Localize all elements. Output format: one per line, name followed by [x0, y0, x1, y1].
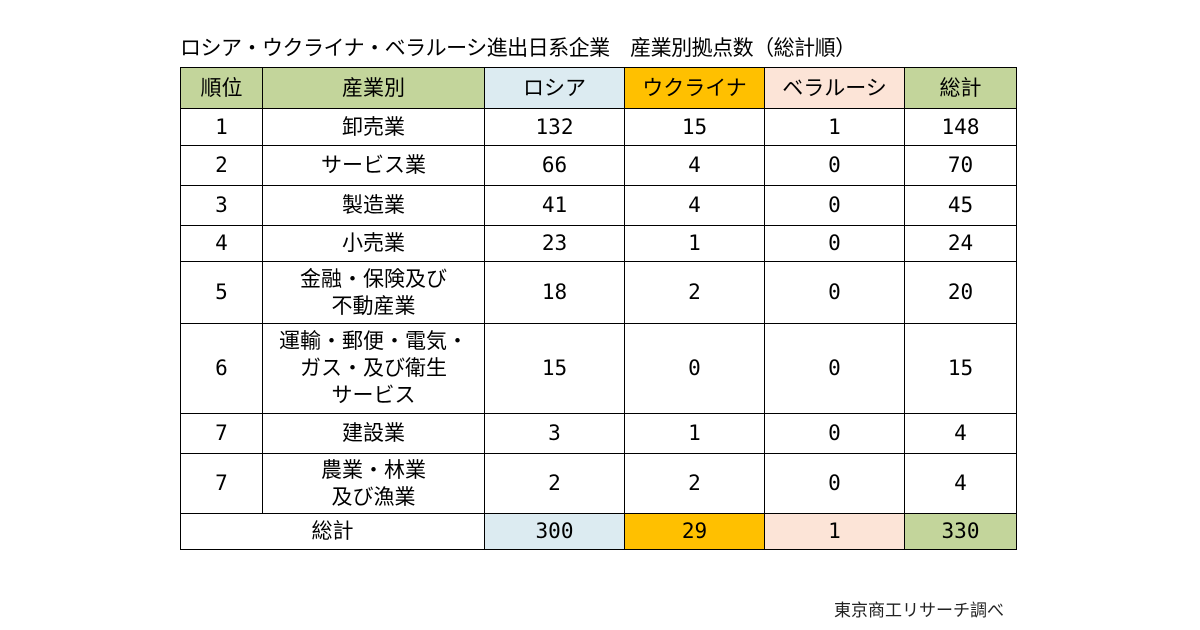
header-russia: ロシア [484, 67, 625, 109]
rank-cell: 3 [180, 185, 263, 226]
belarus-cell: 0 [764, 413, 905, 454]
footer-row: 総計 300 29 1 330 [180, 513, 1017, 550]
ukraine-cell: 1 [624, 225, 765, 262]
russia-cell: 15 [484, 323, 625, 414]
header-rank: 順位 [180, 67, 263, 109]
ukraine-cell: 15 [624, 108, 765, 146]
russia-cell: 23 [484, 225, 625, 262]
footer-belarus: 1 [764, 513, 905, 550]
belarus-cell: 0 [764, 453, 905, 514]
header-industry: 産業別 [262, 67, 485, 109]
total-cell: 148 [904, 108, 1017, 146]
source-note: 東京商工リサーチ調べ [834, 601, 1004, 621]
russia-cell: 18 [484, 261, 625, 324]
russia-cell: 3 [484, 413, 625, 454]
ukraine-cell: 2 [624, 453, 765, 514]
industry-cell: 製造業 [262, 185, 485, 226]
russia-cell: 2 [484, 453, 625, 514]
industry-cell: 運輸・郵便・電気・ ガス・及び衛生 サービス [262, 323, 485, 414]
table-row: 6 運輸・郵便・電気・ ガス・及び衛生 サービス 15 0 0 15 [180, 323, 1017, 414]
table-row: 2 サービス業 66 4 0 70 [180, 145, 1017, 186]
industry-cell: サービス業 [262, 145, 485, 186]
industry-cell: 建設業 [262, 413, 485, 454]
table-row: 5 金融・保険及び 不動産業 18 2 0 20 [180, 261, 1017, 324]
belarus-cell: 0 [764, 145, 905, 186]
belarus-cell: 0 [764, 323, 905, 414]
header-row: 順位 産業別 ロシア ウクライナ ベラルーシ 総計 [180, 67, 1017, 109]
table-title: ロシア・ウクライナ・ベラルーシ進出日系企業 産業別拠点数（総計順） [180, 36, 856, 60]
rank-cell: 6 [180, 323, 263, 414]
header-total: 総計 [904, 67, 1017, 109]
footer-ukraine: 29 [624, 513, 765, 550]
belarus-cell: 0 [764, 261, 905, 324]
total-cell: 24 [904, 225, 1017, 262]
ukraine-cell: 4 [624, 185, 765, 226]
rank-cell: 1 [180, 108, 263, 146]
footer-label: 総計 [180, 513, 485, 550]
rank-cell: 4 [180, 225, 263, 262]
industry-table: 順位 産業別 ロシア ウクライナ ベラルーシ 総計 1 卸売業 132 15 1 148 2… [180, 67, 1017, 550]
russia-cell: 41 [484, 185, 625, 226]
ukraine-cell: 2 [624, 261, 765, 324]
belarus-cell: 1 [764, 108, 905, 146]
table-row: 3 製造業 41 4 0 45 [180, 185, 1017, 226]
total-cell: 4 [904, 413, 1017, 454]
rank-cell: 5 [180, 261, 263, 324]
industry-cell: 小売業 [262, 225, 485, 262]
rank-cell: 7 [180, 413, 263, 454]
table-row: 1 卸売業 132 15 1 148 [180, 108, 1017, 146]
industry-cell: 農業・林業 及び漁業 [262, 453, 485, 514]
russia-cell: 66 [484, 145, 625, 186]
footer-total: 330 [904, 513, 1017, 550]
header-ukraine: ウクライナ [624, 67, 765, 109]
table-row: 7 建設業 3 1 0 4 [180, 413, 1017, 454]
footer-russia: 300 [484, 513, 625, 550]
belarus-cell: 0 [764, 185, 905, 226]
total-cell: 45 [904, 185, 1017, 226]
total-cell: 20 [904, 261, 1017, 324]
ukraine-cell: 4 [624, 145, 765, 186]
total-cell: 4 [904, 453, 1017, 514]
russia-cell: 132 [484, 108, 625, 146]
total-cell: 15 [904, 323, 1017, 414]
rank-cell: 7 [180, 453, 263, 514]
total-cell: 70 [904, 145, 1017, 186]
table-row: 7 農業・林業 及び漁業 2 2 0 4 [180, 453, 1017, 514]
ukraine-cell: 1 [624, 413, 765, 454]
ukraine-cell: 0 [624, 323, 765, 414]
industry-cell: 卸売業 [262, 108, 485, 146]
industry-cell: 金融・保険及び 不動産業 [262, 261, 485, 324]
belarus-cell: 0 [764, 225, 905, 262]
header-belarus: ベラルーシ [764, 67, 905, 109]
rank-cell: 2 [180, 145, 263, 186]
table-row: 4 小売業 23 1 0 24 [180, 225, 1017, 262]
